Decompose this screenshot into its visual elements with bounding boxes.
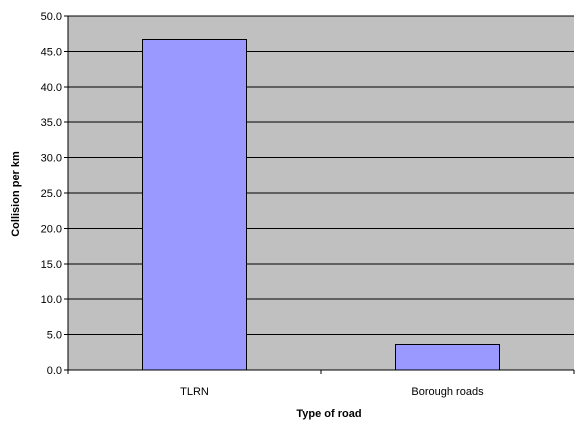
- y-tick-label: 40.0: [41, 82, 62, 94]
- y-tick-label: 10.0: [41, 294, 62, 306]
- y-tick-label: 5.0: [47, 330, 62, 342]
- x-tick-label: TLRN: [180, 386, 209, 398]
- x-tick-labels-group: TLRN Borough roads: [180, 386, 484, 398]
- x-axis-title: Type of road: [296, 408, 361, 420]
- y-tick-label: 20.0: [41, 223, 62, 235]
- y-tick-labels-group: 0.0 5.0 10.0 15.0 20.0 25.0 30.0 35.0 40.0 45.0 50…: [41, 11, 62, 377]
- axes-group: [64, 15, 575, 374]
- x-tick-label: Borough roads: [411, 386, 484, 398]
- bar: [395, 344, 500, 371]
- bars-group: [142, 38, 500, 371]
- y-tick-label: 45.0: [41, 46, 62, 58]
- y-tick-label: 15.0: [41, 259, 62, 271]
- bar: [142, 38, 247, 371]
- y-tick-label: 30.0: [41, 153, 62, 165]
- y-tick-label: 0.0: [47, 365, 62, 377]
- y-tick-label: 50.0: [41, 11, 62, 23]
- y-axis-title: Collision per km: [10, 151, 22, 237]
- y-tick-label: 35.0: [41, 117, 62, 129]
- y-tick-label: 25.0: [41, 188, 62, 200]
